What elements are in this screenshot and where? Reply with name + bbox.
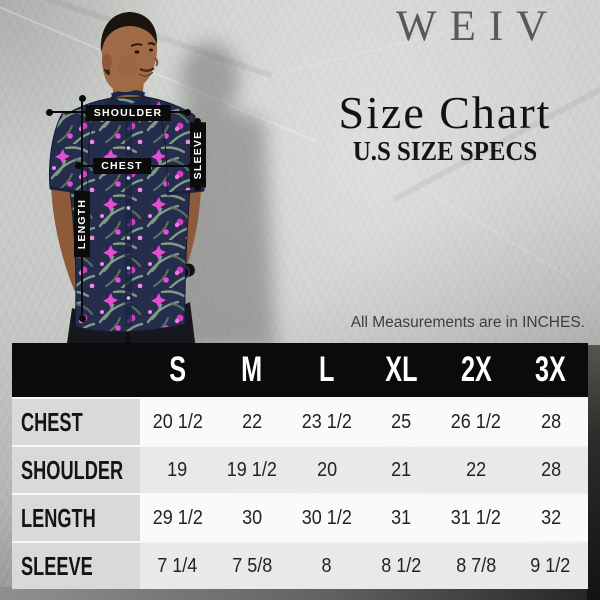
page-title: Size Chart (338, 87, 552, 138)
size-table-header: S M L XL 2X 3X (12, 343, 588, 397)
row-label-text: SLEEVE (21, 550, 93, 581)
cell-value: 22 (465, 458, 486, 481)
table-cell: 30 (214, 495, 290, 541)
size-column-label: L (318, 350, 335, 389)
table-cell: 8 1/2 (363, 543, 439, 589)
table-cell: 28 (513, 399, 588, 445)
table-cell: 25 (363, 399, 439, 445)
row-label-text: SHOULDER (21, 454, 124, 485)
cell-value: 32 (540, 506, 561, 529)
corner-shadow (587, 345, 600, 600)
table-cell: 22 (438, 447, 514, 493)
size-column-label: 2X (460, 350, 492, 389)
cell-value: 31 1/2 (450, 506, 502, 529)
table-cell: 20 1/2 (140, 399, 215, 445)
cell-value: 26 1/2 (450, 410, 502, 433)
model-photo (49, 12, 276, 350)
cell-value: 8 (321, 554, 332, 577)
size-column-header: S (140, 343, 215, 397)
size-column-header: XL (364, 343, 439, 397)
cell-value: 30 1/2 (301, 506, 352, 529)
measure-dot (194, 118, 201, 125)
table-cell: 8 (289, 543, 364, 589)
row-label: LENGTH (12, 495, 140, 541)
table-cell: 30 1/2 (289, 495, 364, 541)
table-cell: 19 1/2 (214, 447, 290, 493)
floor-strip (0, 587, 600, 600)
title-block: Size Chart U.S SIZE SPECS (298, 90, 592, 167)
row-label-text: CHEST (21, 406, 83, 437)
size-column-label: XL (385, 350, 418, 389)
measure-dot (46, 109, 53, 116)
cell-value: 20 (316, 458, 337, 481)
size-column-label: S (168, 350, 186, 389)
row-label: SLEEVE (12, 543, 140, 589)
measurements-note: All Measurements are in INCHES. (350, 314, 585, 331)
measure-dot (79, 315, 86, 322)
cell-value: 20 1/2 (152, 410, 203, 433)
measure-dot (184, 109, 191, 116)
cell-value: 19 (167, 458, 188, 481)
table-cell: 23 1/2 (289, 399, 364, 445)
cell-value: 9 1/2 (530, 554, 571, 577)
brand-logo: WEIV (396, 3, 561, 50)
cell-value: 31 (391, 506, 412, 529)
table-cell: 7 1/4 (140, 543, 215, 589)
table-row-shoulder: SHOULDER 19 19 1/2 20 21 22 28 (12, 445, 588, 493)
size-table: S M L XL 2X 3X CHEST 20 1/2 22 23 1/2 25… (12, 343, 588, 589)
cell-value: 23 1/2 (301, 410, 352, 433)
table-cell: 31 (363, 495, 439, 541)
cell-value: 28 (540, 410, 561, 433)
table-cell: 19 (140, 447, 215, 493)
length-label: LENGTH (74, 190, 90, 258)
cell-value: 7 5/8 (231, 554, 273, 577)
cell-value: 8 1/2 (381, 554, 422, 577)
size-column-label: 3X (535, 350, 567, 389)
measure-dot (75, 162, 82, 169)
table-row-sleeve: SLEEVE 7 1/4 7 5/8 8 8 1/2 8 7/8 9 1/2 (12, 541, 588, 589)
table-cell: 8 7/8 (438, 543, 514, 589)
table-cell: 31 1/2 (438, 495, 514, 541)
table-cell: 7 5/8 (214, 543, 290, 589)
row-label: SHOULDER (12, 447, 140, 493)
size-column-header: L (289, 343, 364, 397)
row-label: CHEST (12, 399, 140, 445)
page-subtitle: U.S SIZE SPECS (352, 136, 538, 166)
size-column-header: 2X (439, 343, 514, 397)
model-figure (49, 12, 205, 350)
table-cell: 21 (363, 447, 439, 493)
row-label-text: LENGTH (21, 502, 96, 533)
table-cell: 9 1/2 (513, 543, 588, 589)
cell-value: 8 7/8 (455, 554, 497, 577)
size-column-header: 3X (513, 343, 588, 397)
table-cell: 22 (214, 399, 290, 445)
size-column-header: M (215, 343, 290, 397)
table-row-chest: CHEST 20 1/2 22 23 1/2 25 26 1/2 28 (12, 397, 588, 445)
table-row-length: LENGTH 29 1/2 30 30 1/2 31 31 1/2 32 (12, 493, 588, 541)
table-cell: 20 (289, 447, 364, 493)
corner-cell (12, 343, 140, 397)
cell-value: 21 (391, 458, 412, 481)
measure-dot (79, 95, 86, 102)
cell-value: 19 1/2 (226, 458, 278, 481)
measure-dot (194, 184, 201, 191)
cell-value: 29 1/2 (152, 506, 203, 529)
table-cell: 26 1/2 (438, 399, 514, 445)
cell-value: 28 (540, 458, 561, 481)
chest-label: CHEST (93, 158, 151, 174)
table-cell: 32 (513, 495, 588, 541)
cell-value: 7 1/4 (157, 554, 198, 577)
size-column-label: M (241, 350, 263, 389)
table-cell: 28 (513, 447, 588, 493)
shoulder-label: SHOULDER (85, 105, 171, 121)
table-cell: 29 1/2 (140, 495, 215, 541)
cell-value: 25 (391, 410, 412, 433)
cell-value: 30 (241, 506, 262, 529)
sleeve-label: SLEEVE (190, 122, 206, 188)
cell-value: 22 (241, 410, 262, 433)
